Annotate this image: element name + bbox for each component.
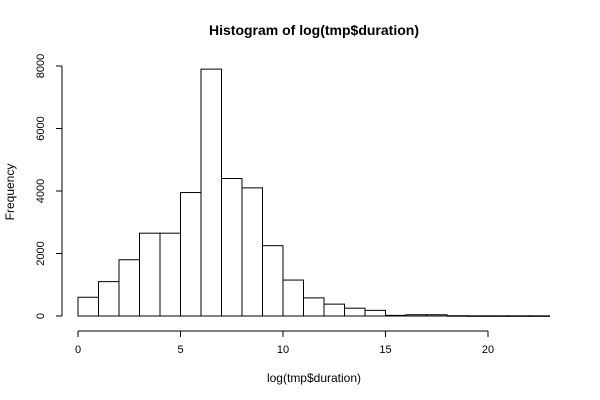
x-tick-label-2: 10: [277, 344, 289, 356]
y-axis: 0 2000 4000 6000 8000: [35, 54, 63, 319]
histogram-bar-9: [262, 245, 284, 317]
histogram-bars: [77, 68, 550, 317]
x-tick-label-3: 15: [379, 344, 391, 356]
histogram-bar-18: [446, 315, 468, 317]
histogram-bar-0: [77, 296, 99, 317]
histogram-bar-4: [159, 232, 181, 317]
histogram-bar-12: [323, 303, 345, 317]
y-axis-label: Frequency: [3, 164, 17, 221]
histogram-bar-7: [221, 178, 243, 317]
x-axis-label: log(tmp$duration): [267, 371, 361, 385]
x-axis: 0 5 10 15 20: [75, 330, 494, 356]
histogram-bar-20: [487, 315, 509, 317]
histogram-bar-19: [467, 315, 489, 317]
x-tick-label-0: 0: [75, 344, 81, 356]
chart-title: Histogram of log(tmp$duration): [209, 22, 419, 38]
histogram-bar-3: [139, 232, 161, 317]
y-tick-label-2: 4000: [35, 179, 47, 203]
x-tick-label-4: 20: [482, 344, 494, 356]
histogram-bar-6: [200, 68, 222, 317]
x-tick-label-1: 5: [177, 344, 183, 356]
histogram-bar-22: [528, 315, 550, 317]
histogram-bar-8: [241, 187, 263, 317]
histogram-bar-16: [405, 314, 427, 317]
histogram-bar-13: [344, 307, 366, 317]
y-tick-label-0: 0: [35, 313, 47, 319]
y-tick-label-1: 2000: [35, 241, 47, 265]
histogram-bar-11: [303, 297, 325, 317]
histogram-bar-5: [180, 192, 202, 317]
histogram-bar-15: [385, 314, 407, 317]
y-tick-label-4: 8000: [35, 54, 47, 78]
histogram-bar-1: [98, 281, 120, 317]
histogram-bar-14: [364, 309, 386, 317]
histogram-bar-2: [118, 259, 140, 317]
histogram-bar-21: [508, 315, 530, 317]
y-tick-label-3: 6000: [35, 116, 47, 140]
histogram-bar-10: [282, 279, 304, 317]
histogram-bar-17: [426, 314, 448, 317]
